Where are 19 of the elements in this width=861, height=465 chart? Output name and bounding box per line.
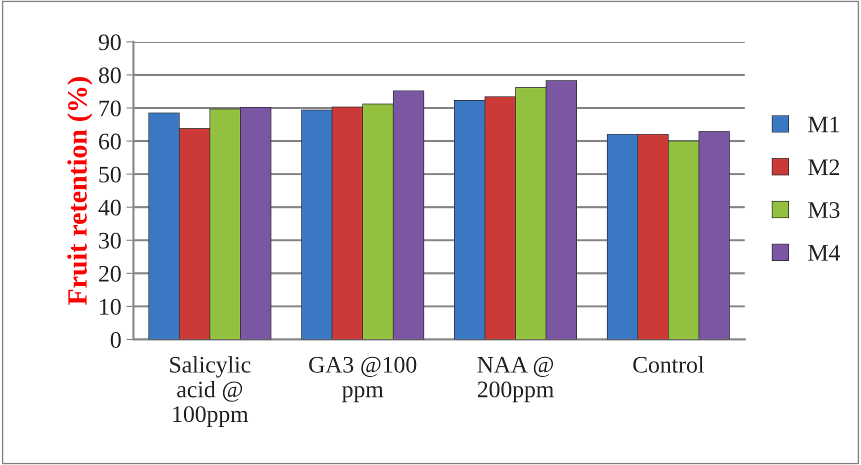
y-axis-title: Fruit retention (%) (67, 77, 92, 305)
legend-label: M2 (808, 159, 840, 175)
legend-label: M4 (808, 245, 840, 261)
y-tick-label: 70 (100, 100, 121, 116)
x-tick-label: GA3 @100 ppm (309, 356, 416, 402)
x-tick-label: Salicylic acid @ 100ppm (170, 356, 250, 427)
y-tick-label: 90 (98, 34, 121, 50)
y-tick-label: 10 (100, 298, 121, 315)
x-tick-label: NAA @ 200ppm (477, 356, 554, 402)
y-tick-label: 50 (99, 166, 121, 183)
y-tick-label: 20 (99, 266, 121, 282)
y-tick-label: 30 (99, 232, 121, 249)
x-tick-label: Control (633, 356, 704, 373)
y-tick-label: 80 (98, 67, 121, 84)
legend-label: M1 (808, 116, 839, 132)
y-tick-label: 40 (98, 200, 121, 216)
y-tick-label: 60 (99, 134, 121, 150)
legend-label: M3 (808, 202, 840, 218)
y-tick-label: 0 (110, 332, 121, 348)
